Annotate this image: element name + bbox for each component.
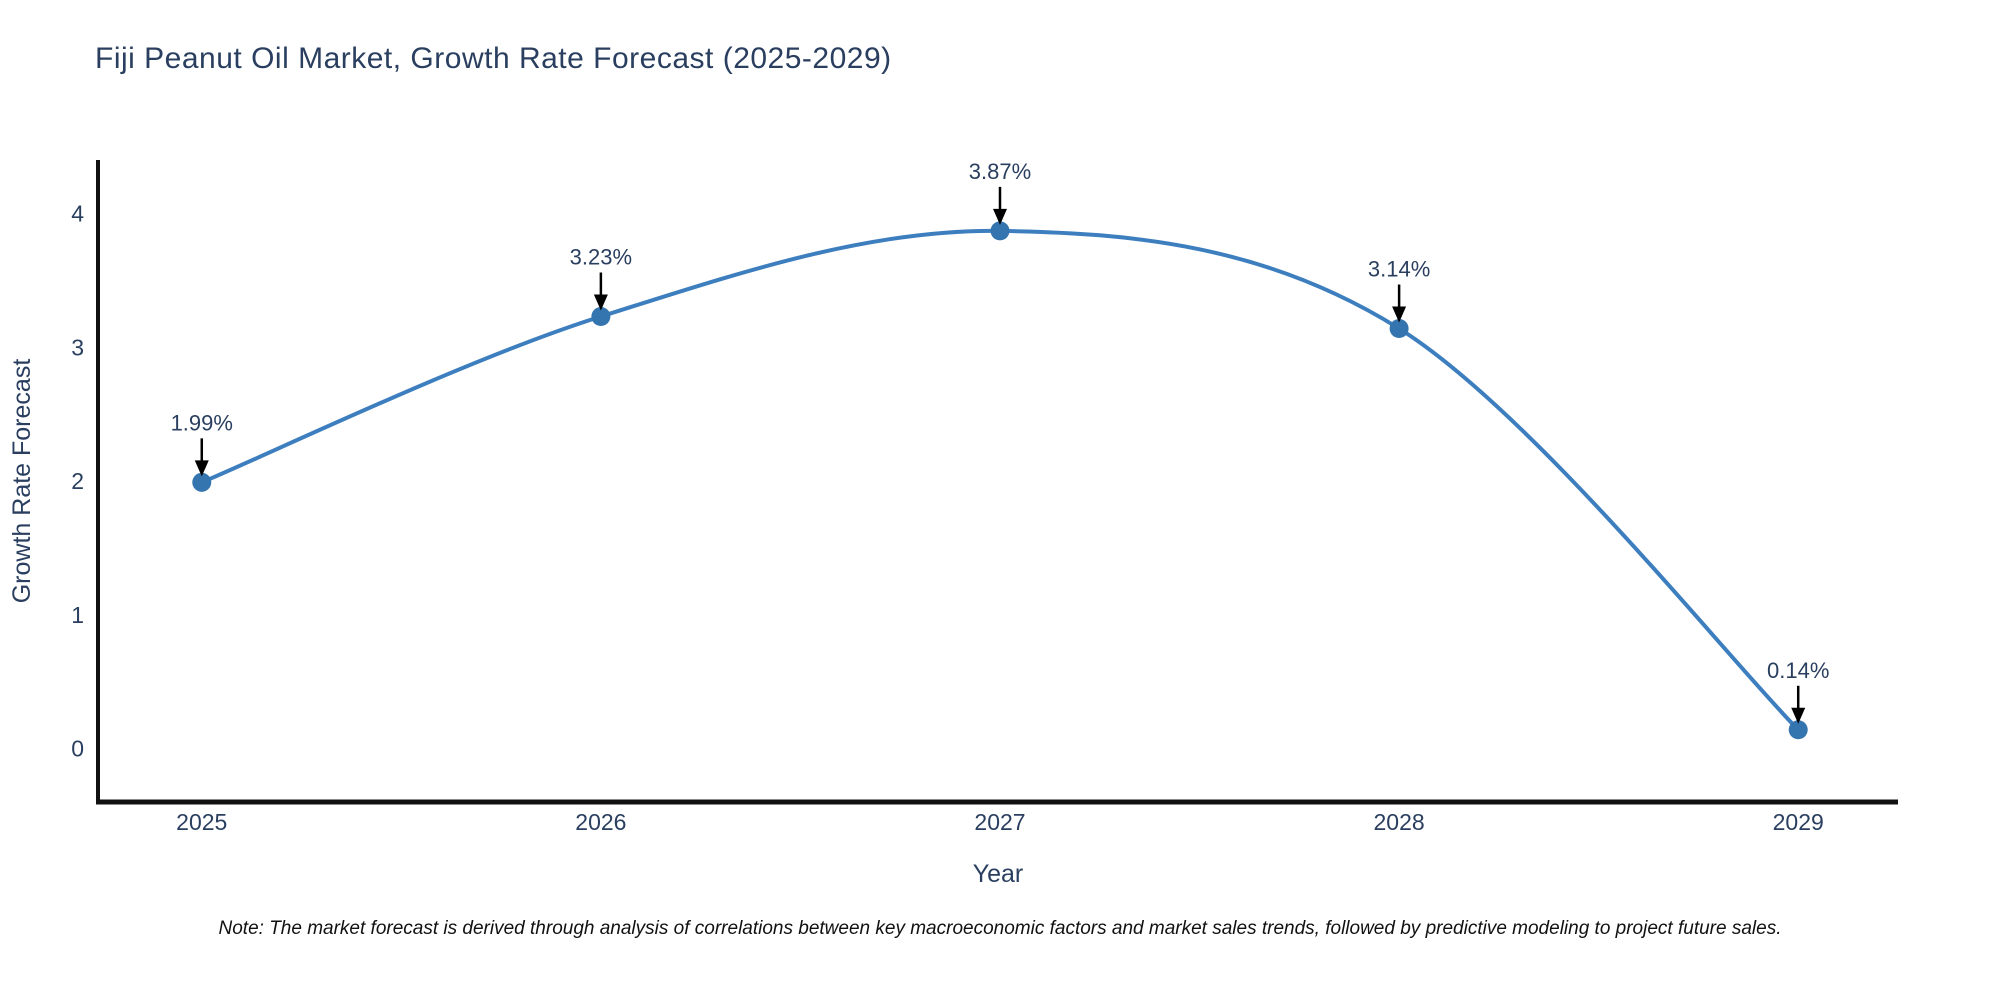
annotation-arrow-head <box>593 294 608 311</box>
data-point-label: 3.87% <box>969 159 1031 184</box>
forecast-line <box>199 228 1801 732</box>
y-tick-label: 3 <box>71 334 84 360</box>
x-tick-label: 2028 <box>1374 809 1425 835</box>
data-point-marker <box>990 221 1010 241</box>
x-axis-title: Year <box>973 860 1024 888</box>
annotation-arrow-head <box>194 460 209 477</box>
annotation-arrow-head <box>992 208 1007 225</box>
data-point-marker <box>192 472 212 492</box>
y-tick-label: 1 <box>71 602 84 628</box>
x-tick-label: 2026 <box>575 809 626 835</box>
annotation-arrow-head <box>1392 306 1407 323</box>
y-tick-label: 0 <box>71 736 84 762</box>
x-tick-label: 2027 <box>974 809 1025 835</box>
data-point-label: 3.14% <box>1368 257 1430 282</box>
data-point-label: 0.14% <box>1767 658 1829 683</box>
annotation-arrow-head <box>1791 707 1806 724</box>
y-axis-title: Growth Rate Forecast <box>8 359 36 604</box>
data-point-marker <box>591 306 611 326</box>
y-tick-label: 2 <box>71 468 84 494</box>
chart-footnote: Note: The market forecast is derived thr… <box>218 918 1782 939</box>
data-point-label: 3.23% <box>570 244 632 269</box>
y-tick-label: 4 <box>71 201 84 227</box>
data-point-marker <box>1389 319 1409 339</box>
data-point-label: 1.99% <box>171 410 233 435</box>
x-tick-label: 2025 <box>176 809 227 835</box>
data-point-marker <box>1788 720 1808 740</box>
x-tick-label: 2029 <box>1773 809 1824 835</box>
chart-title: Fiji Peanut Oil Market, Growth Rate Fore… <box>95 42 892 75</box>
